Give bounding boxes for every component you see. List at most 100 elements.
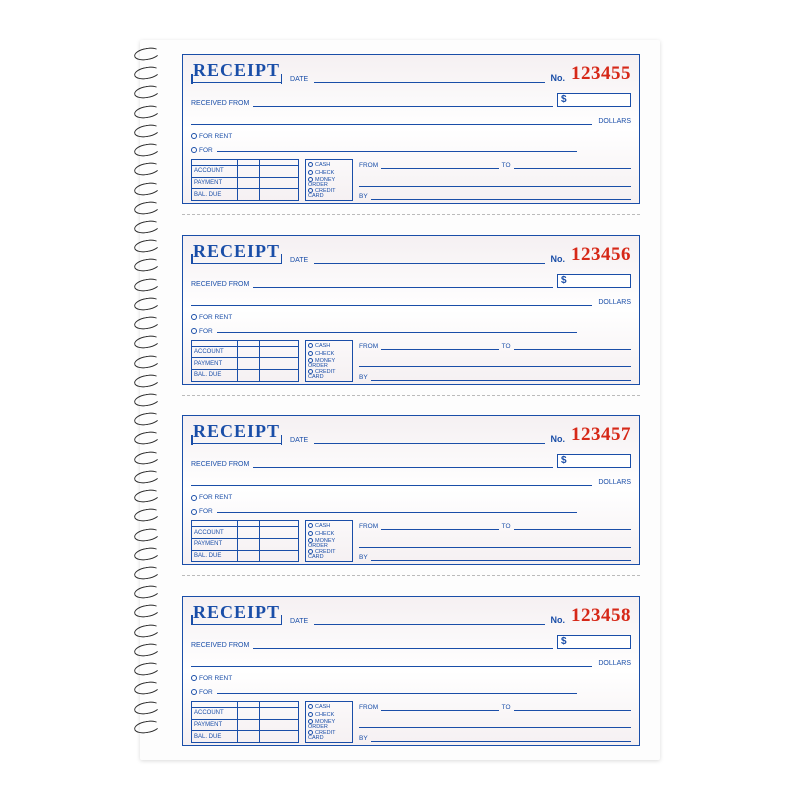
amount-box: $ [557, 635, 631, 649]
radio-icon [308, 531, 313, 536]
date-label: DATE [290, 437, 308, 444]
radio-icon [191, 689, 197, 695]
radio-icon [191, 675, 197, 681]
for-option: FOR [191, 142, 631, 156]
radio-icon [308, 162, 313, 167]
account-table: ACCOUNT PAYMENT BAL. DUE [191, 701, 299, 743]
date-label: DATE [290, 618, 308, 625]
received-from-line [253, 278, 553, 288]
for-rent-option: FOR RENT [191, 131, 631, 142]
for-line [217, 503, 577, 513]
credit-card-option: CREDIT CARD [308, 549, 350, 560]
check-option: CHECK [308, 711, 350, 719]
dollars-label: DOLLARS [598, 660, 631, 667]
from-label: FROM [359, 162, 378, 169]
dollars-label: DOLLARS [598, 299, 631, 306]
signature-area: FROMTO BY [359, 340, 631, 382]
check-option: CHECK [308, 350, 350, 358]
receipt-slip: RECEIPT DATE No. 123457 RECEIVED FROM $ … [182, 415, 640, 576]
signature-area: FROM TO BY [359, 159, 631, 201]
from-label: FROM [359, 704, 378, 711]
from-label: FROM [359, 523, 378, 530]
radio-icon [308, 523, 313, 528]
date-line [314, 615, 544, 625]
received-from-line [253, 458, 553, 468]
money-order-option: MONEY ORDER [308, 177, 350, 188]
amount-words-line [191, 476, 592, 486]
balance-due-label: BAL. DUE [192, 189, 238, 200]
receipt-form: RECEIPT DATE No. 123458 RECEIVED FROM $ … [182, 596, 640, 746]
receipt-form: RECEIPT DATE No. 123456 RECEIVED FROM $ … [182, 235, 640, 385]
dollars-label: DOLLARS [598, 479, 631, 486]
radio-icon [308, 712, 313, 717]
credit-card-option: CREDIT CARD [308, 369, 350, 380]
cash-option: CASH [308, 342, 350, 350]
signature-area: FROMTO BY [359, 520, 631, 562]
payment-label: PAYMENT [192, 178, 238, 189]
for-line [217, 142, 577, 152]
amount-box: $ [557, 454, 631, 468]
check-option: CHECK [308, 169, 350, 177]
receipt-title: RECEIPT [191, 60, 282, 83]
by-label: BY [359, 193, 368, 200]
payment-label: PAYMENT [192, 358, 238, 369]
number-label: No. [551, 434, 566, 444]
payment-method-box: CASH CHECK MONEY ORDER CREDIT CARD [305, 159, 353, 201]
amount-words-line [191, 657, 592, 667]
credit-card-option: CREDIT CARD [308, 188, 350, 199]
received-from-label: RECEIVED FROM [191, 461, 249, 468]
account-label: ACCOUNT [192, 527, 238, 538]
receipt-slip: RECEIPT DATE No. 123455 RECEIVED FROM $ … [182, 54, 640, 215]
date-line [314, 254, 544, 264]
number-label: No. [551, 615, 566, 625]
date-label: DATE [290, 76, 308, 83]
for-rent-option: FOR RENT [191, 673, 631, 684]
by-line [371, 734, 631, 742]
by-line [371, 192, 631, 200]
to-label: TO [502, 704, 511, 711]
for-line [217, 323, 577, 333]
from-line [381, 703, 498, 711]
amount-box: $ [557, 93, 631, 107]
to-line [514, 161, 631, 169]
number-label: No. [551, 254, 566, 264]
number-label: No. [551, 73, 566, 83]
from-line [381, 342, 498, 350]
receipt-number: 123457 [571, 424, 631, 446]
account-table: ACCOUNT PAYMENT BAL. DUE [191, 340, 299, 382]
received-from-label: RECEIVED FROM [191, 100, 249, 107]
date-label: DATE [290, 257, 308, 264]
payment-label: PAYMENT [192, 720, 238, 731]
period-line [359, 540, 631, 548]
from-line [381, 161, 498, 169]
to-label: TO [502, 162, 511, 169]
credit-card-option: CREDIT CARD [308, 730, 350, 741]
payment-label: PAYMENT [192, 539, 238, 550]
amount-words-line [191, 296, 592, 306]
payment-method-box: CASH CHECK MONEY ORDER CREDIT CARD [305, 340, 353, 382]
to-label: TO [502, 523, 511, 530]
money-order-option: MONEY ORDER [308, 719, 350, 730]
radio-icon [308, 170, 313, 175]
radio-icon [308, 343, 313, 348]
to-label: TO [502, 343, 511, 350]
radio-icon [308, 704, 313, 709]
receipt-form: RECEIPT DATE No. 123455 RECEIVED FROM $ … [182, 54, 640, 204]
receipt-book: RECEIPT DATE No. 123455 RECEIVED FROM $ … [140, 40, 660, 760]
receipt-title: RECEIPT [191, 602, 282, 625]
payment-method-box: CASH CHECK MONEY ORDER CREDIT CARD [305, 701, 353, 743]
receipt-form: RECEIPT DATE No. 123457 RECEIVED FROM $ … [182, 415, 640, 565]
account-label: ACCOUNT [192, 347, 238, 358]
for-rent-option: FOR RENT [191, 312, 631, 323]
radio-icon [191, 147, 197, 153]
received-from-label: RECEIVED FROM [191, 281, 249, 288]
by-line [371, 373, 631, 381]
period-line [359, 179, 631, 187]
cash-option: CASH [308, 161, 350, 169]
signature-area: FROMTO BY [359, 701, 631, 743]
radio-icon [191, 328, 197, 334]
check-option: CHECK [308, 530, 350, 538]
receipt-page: RECEIPT DATE No. 123455 RECEIVED FROM $ … [176, 40, 660, 760]
receipt-number: 123458 [571, 605, 631, 627]
dollars-label: DOLLARS [598, 118, 631, 125]
